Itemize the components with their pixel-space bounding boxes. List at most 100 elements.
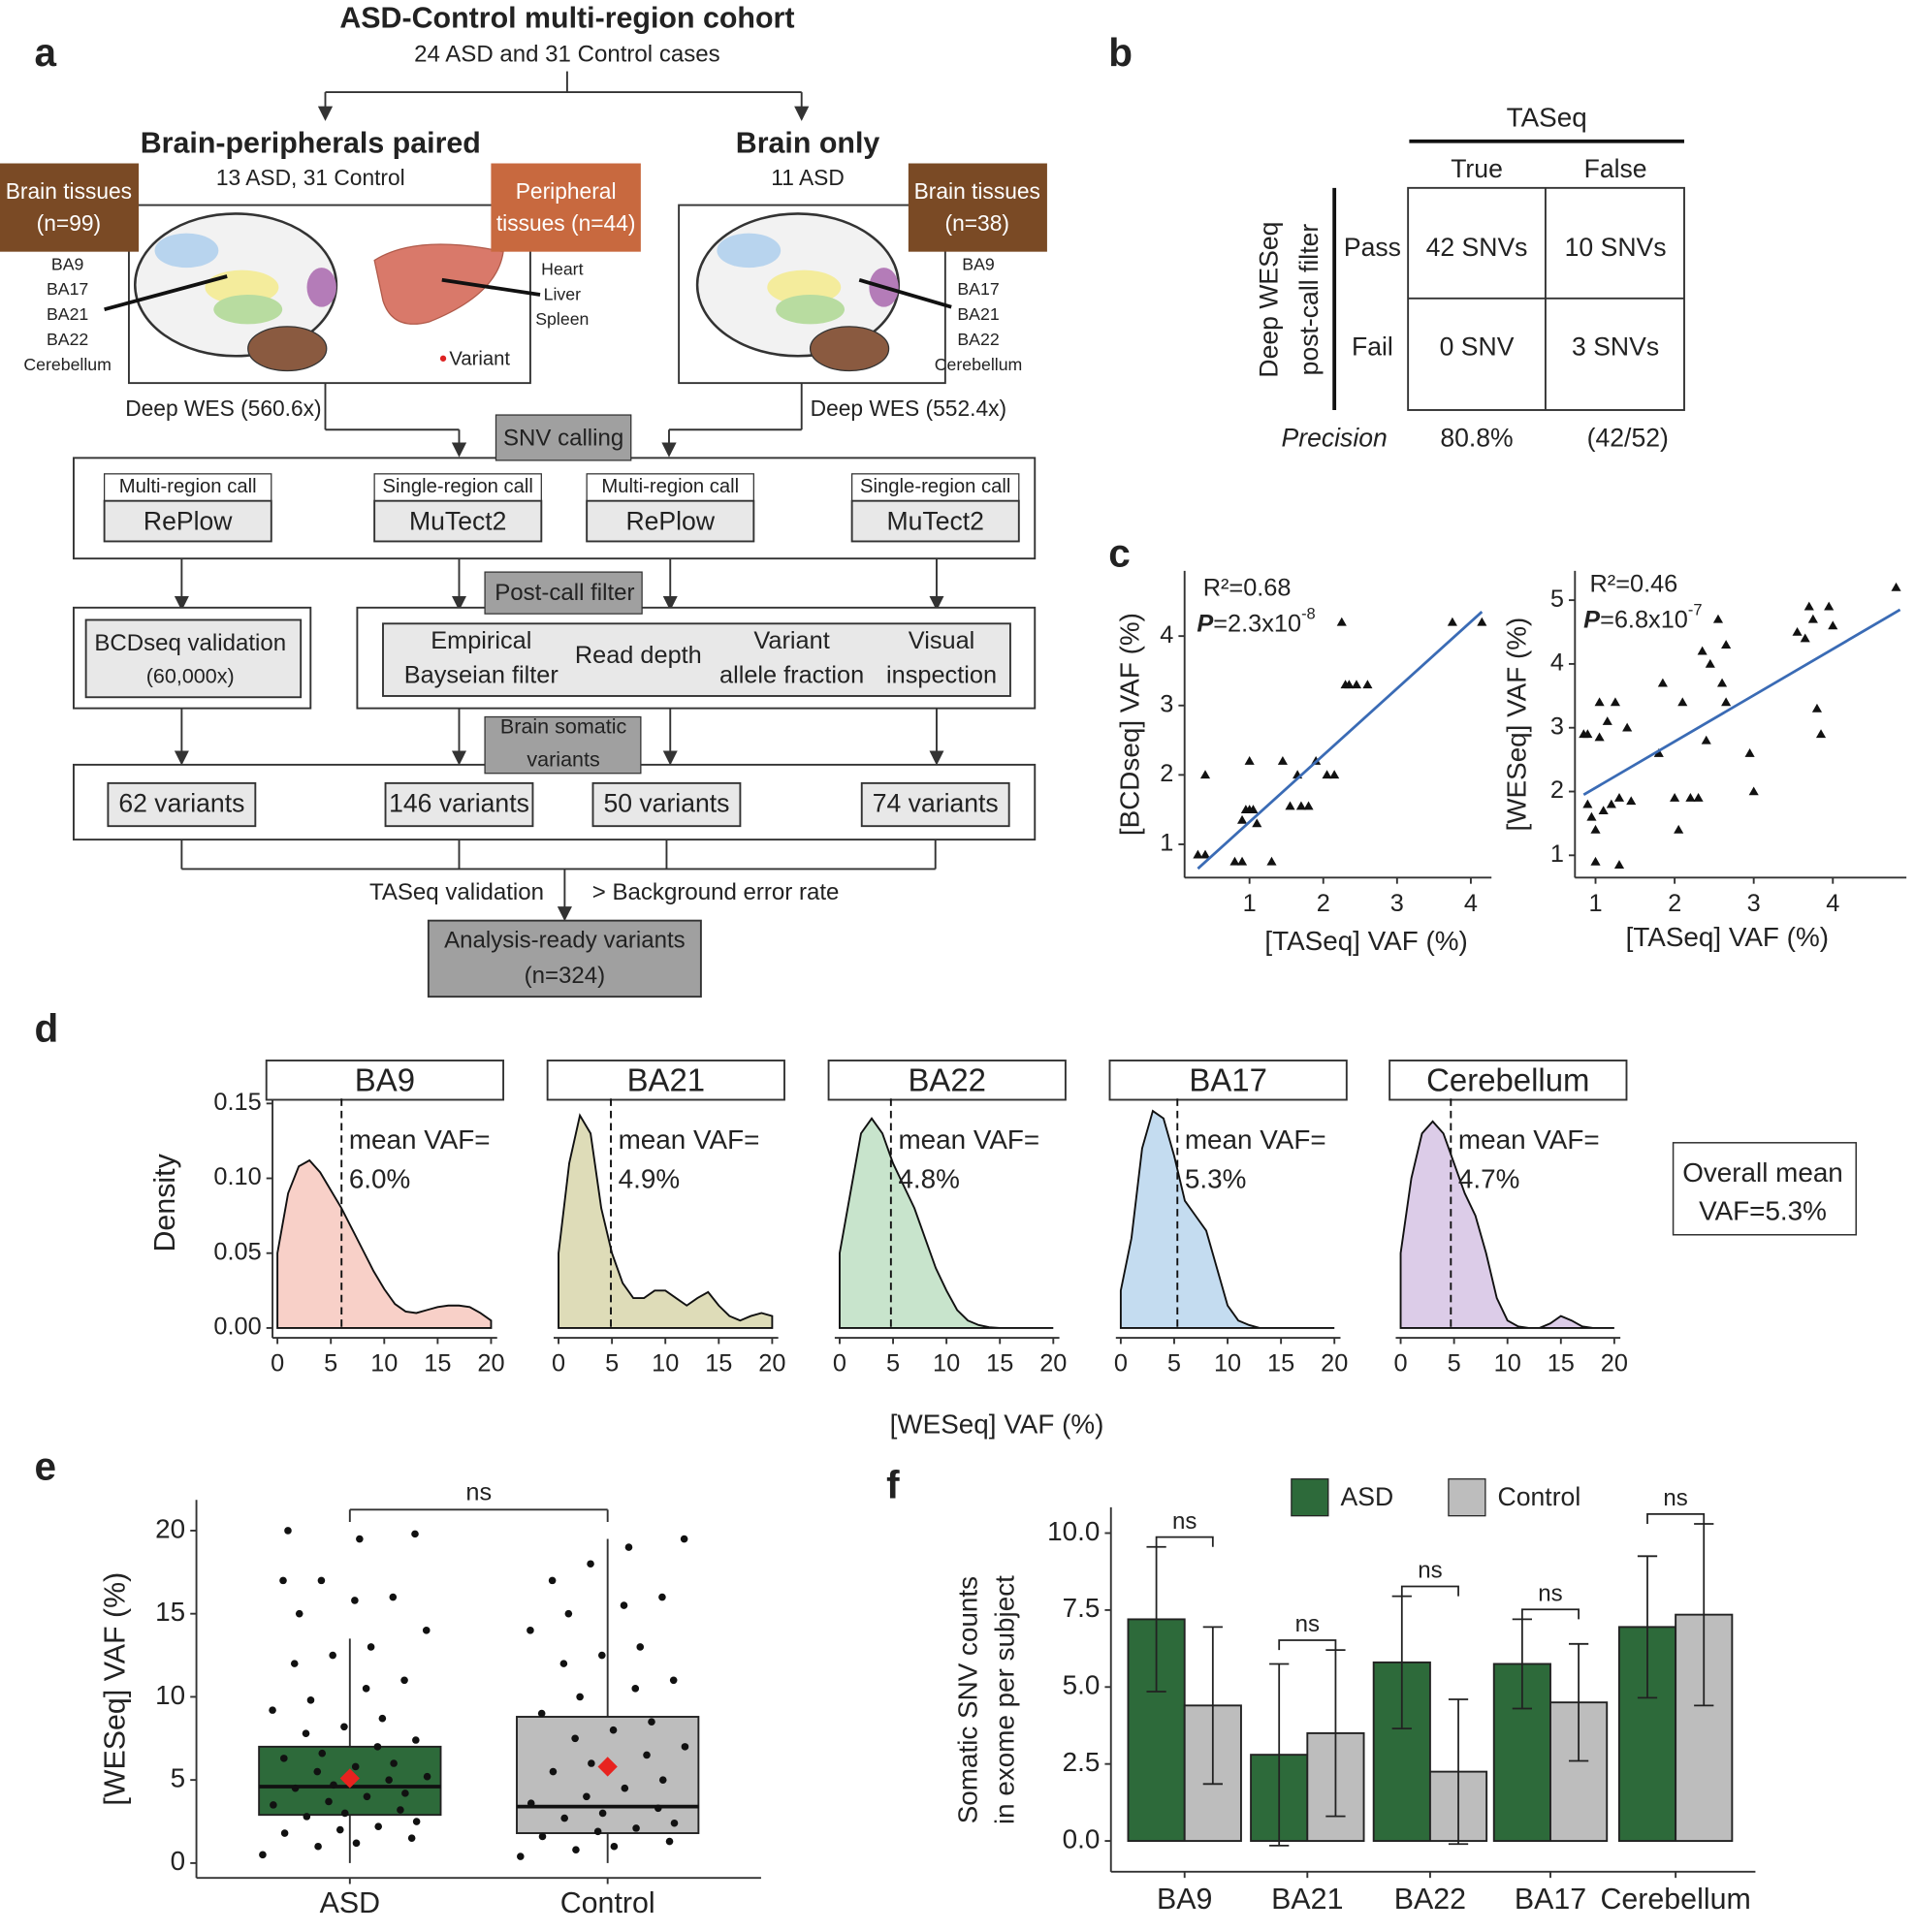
label: TASeq validation	[369, 879, 544, 905]
label: Post-call filter	[495, 580, 634, 606]
annotation: P=2.3x10-8	[1197, 606, 1315, 637]
label: (n=324)	[525, 963, 606, 989]
x-tick-label: 5	[324, 1350, 337, 1378]
label: BA17	[47, 279, 88, 299]
point	[340, 1723, 348, 1731]
x-tick-label: 0	[1393, 1350, 1407, 1378]
tissue-box	[491, 163, 641, 252]
point	[1721, 697, 1732, 707]
point	[1322, 770, 1332, 779]
label: allele fraction	[719, 661, 864, 688]
legend-swatch	[1291, 1478, 1329, 1517]
y-tick-label: 0.0	[1063, 1823, 1101, 1853]
x-tick-label: 10	[1214, 1350, 1241, 1378]
point	[670, 1819, 679, 1827]
point	[1716, 678, 1728, 687]
x-tick-label: Control	[560, 1886, 655, 1919]
label: 74 variants	[873, 789, 999, 818]
label: 24 ASD and 31 Control cases	[414, 41, 719, 67]
point	[1705, 658, 1715, 668]
strip-label: BA21	[627, 1061, 706, 1097]
label: 80.8%	[1440, 423, 1513, 452]
label: Cerebellum	[935, 355, 1023, 374]
point	[412, 1736, 420, 1744]
point	[314, 1842, 322, 1851]
point	[560, 1814, 568, 1822]
label: MuTect2	[886, 506, 983, 535]
label: Brain tissues	[6, 178, 132, 204]
annotation: mean VAF=	[1185, 1124, 1326, 1155]
point	[290, 1660, 299, 1667]
point	[1657, 678, 1668, 687]
x-tick-label: 3	[1747, 890, 1761, 917]
point	[317, 1576, 326, 1585]
x-axis-label: [WESeq] VAF (%)	[890, 1409, 1104, 1440]
y-tick-label: 5.0	[1063, 1670, 1101, 1700]
label: Visual	[909, 627, 975, 654]
x-axis-label: [TASeq] VAF (%)	[1264, 926, 1467, 956]
point	[318, 1749, 327, 1758]
x-tick-label: 10	[370, 1350, 398, 1378]
point	[548, 1576, 557, 1585]
box	[103, 473, 272, 502]
y-tick-label: 0	[171, 1846, 186, 1876]
point	[1344, 680, 1355, 689]
point	[352, 1839, 361, 1848]
y-tick-label: 15	[155, 1597, 185, 1627]
x-tick-label: 15	[424, 1350, 451, 1378]
label: RePlow	[625, 506, 715, 535]
label: Deep WES (560.6x)	[125, 396, 321, 421]
cerebellum-illustration	[809, 326, 890, 372]
point	[681, 1743, 689, 1751]
annotation: 6.0%	[349, 1163, 410, 1193]
point	[1622, 722, 1633, 732]
label: BA17	[957, 279, 999, 299]
annotation: 4.9%	[619, 1163, 680, 1193]
annotation: R²=0.46	[1590, 571, 1678, 598]
point	[400, 1676, 408, 1685]
point	[1803, 601, 1814, 611]
point	[1362, 680, 1373, 689]
error-bar	[1637, 1555, 1658, 1699]
box	[586, 473, 754, 502]
point	[401, 1789, 409, 1797]
x-tick-label: 15	[1267, 1350, 1294, 1378]
label: Precision	[1282, 423, 1388, 452]
point	[559, 1660, 568, 1667]
point	[1685, 793, 1696, 802]
annotation: =2.3x10	[1213, 610, 1301, 637]
bracket	[1155, 1536, 1214, 1547]
point	[598, 1651, 606, 1660]
x-tick-label: 15	[1548, 1350, 1575, 1378]
y-tick-label: 1	[1550, 840, 1564, 868]
label: Analysis-ready variants	[444, 928, 686, 954]
step-box	[484, 715, 642, 775]
label: True	[1451, 154, 1503, 183]
x-tick-label: 2	[1317, 890, 1330, 917]
x-tick-label: 4	[1826, 890, 1839, 917]
point	[1828, 620, 1838, 630]
point	[306, 1696, 315, 1704]
annotation: 4.7%	[1458, 1163, 1519, 1193]
x-tick-label: 15	[986, 1350, 1013, 1378]
point	[1582, 729, 1593, 739]
point	[313, 1767, 322, 1776]
label: TASeq	[1507, 102, 1587, 132]
point	[397, 1806, 404, 1814]
box	[591, 781, 742, 828]
liver-illustration	[373, 243, 504, 325]
x-tick-label: 0	[552, 1350, 565, 1378]
connector	[104, 274, 228, 312]
label: Liver	[544, 284, 582, 303]
point	[385, 1776, 393, 1784]
annotation: VAF=5.3%	[1699, 1195, 1827, 1225]
point	[631, 1685, 640, 1693]
label: Variant	[449, 348, 510, 369]
x-tick-label: 5	[1167, 1350, 1181, 1378]
y-tick-label: 2	[1160, 760, 1173, 787]
label: Multi-region call	[119, 476, 257, 497]
panel-label: c	[1108, 530, 1131, 575]
box	[373, 473, 542, 502]
point	[280, 1829, 289, 1837]
y-axis-label: Density	[148, 1153, 181, 1251]
